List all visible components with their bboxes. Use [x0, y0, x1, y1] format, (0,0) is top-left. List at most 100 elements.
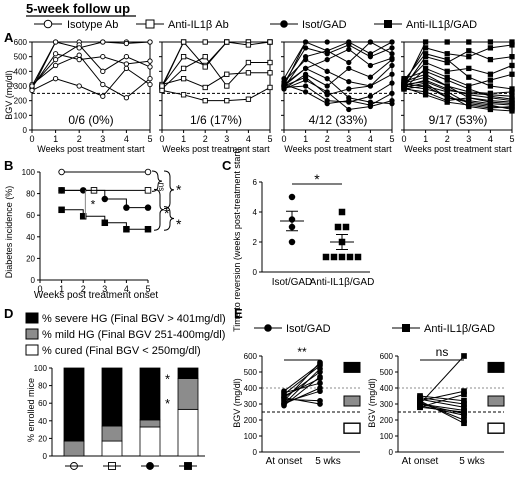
y-tick-label: 300	[14, 82, 28, 91]
x-tick-label: 1	[303, 134, 308, 144]
data-point	[76, 45, 82, 51]
data-point	[144, 204, 152, 211]
data-point	[123, 40, 130, 47]
y-tick-label: 500	[380, 368, 394, 377]
y-tick-label: 0	[253, 448, 258, 457]
data-point	[487, 92, 494, 98]
data-point	[346, 46, 352, 52]
series-line	[419, 405, 465, 416]
annotation: 4/12 (33%)	[309, 113, 368, 127]
x-tick-label: 3	[224, 134, 229, 144]
data-point	[76, 56, 82, 63]
series-line	[31, 67, 151, 97]
svg-text:Anti-IL1β/GAD: Anti-IL1β/GAD	[406, 19, 477, 31]
data-point	[487, 77, 494, 83]
data-point	[29, 87, 35, 94]
chart-a2-anti-il1b: 0 1 2 3 4 5 1/6 (17%) Weeks post treatment star…	[159, 39, 273, 154]
series-line	[161, 56, 270, 90]
series-line	[283, 365, 321, 395]
series-line	[283, 382, 321, 394]
sig-star-3: *	[176, 216, 182, 232]
data-point	[159, 83, 165, 89]
data-point	[509, 93, 515, 99]
data-point	[367, 99, 374, 105]
y-tick-label: 500	[244, 368, 258, 377]
sig-label: **	[297, 345, 307, 359]
data-point	[123, 54, 130, 60]
brace-ns	[151, 170, 163, 192]
data-point	[422, 83, 429, 89]
sig-star-severe: *	[165, 372, 170, 387]
bar-segment-mild	[63, 440, 85, 457]
data-point	[389, 51, 395, 57]
series-line	[419, 355, 465, 405]
data-point	[281, 389, 287, 396]
y-tick-label: 4	[253, 208, 258, 217]
series-line	[403, 85, 513, 110]
panel-label-a: A	[4, 30, 14, 45]
x-tick-label: 2	[203, 134, 208, 144]
category-label: 5 wks	[315, 456, 341, 467]
data-point	[342, 223, 350, 231]
svg-text:Anti-IL1β Ab: Anti-IL1β Ab	[168, 19, 229, 31]
bar-segment-severe	[139, 367, 161, 421]
chart-b-incidence: 0 1 2 3 4 5 0 20 40 60 80 100 * ns * * *	[22, 168, 182, 294]
bar-segment-severe	[63, 367, 85, 442]
data-point	[346, 59, 352, 66]
data-point	[317, 380, 323, 387]
data-point	[367, 62, 374, 69]
data-point	[346, 86, 352, 92]
data-point	[147, 58, 153, 64]
series-line	[419, 390, 465, 402]
x-tick-label: 2	[325, 134, 330, 144]
data-point	[417, 404, 423, 411]
data-point	[180, 76, 187, 82]
svg-text:Isotype Ab: Isotype Ab	[67, 19, 118, 31]
x-tick-label: 5	[147, 134, 152, 144]
panel-label-e: E	[234, 306, 243, 321]
gap-star: *	[91, 197, 96, 211]
data-point	[444, 68, 450, 74]
bar-segment-cured	[101, 440, 123, 457]
data-point	[346, 253, 354, 261]
data-point	[509, 99, 515, 105]
data-point	[509, 54, 515, 60]
series-line	[283, 58, 393, 87]
data-point	[444, 99, 450, 105]
bar-segment-mild	[177, 378, 199, 410]
key-mild	[487, 395, 505, 407]
y-tick-label: 20	[38, 434, 47, 443]
figure-title: 5-week follow up	[26, 1, 130, 16]
data-point	[509, 106, 515, 113]
brace-2	[153, 188, 165, 231]
series-line	[403, 86, 513, 109]
data-point	[417, 393, 423, 399]
x-axis-label: Weeks post treatment start	[37, 144, 145, 154]
data-point	[346, 39, 352, 45]
x-tick-label: 4	[246, 134, 251, 144]
data-point	[466, 99, 472, 105]
data-point	[100, 93, 106, 99]
chart-d-outcome: 0 20 40 60 80 100 * *	[34, 364, 205, 470]
data-point	[281, 401, 287, 407]
data-point	[324, 48, 330, 54]
legend-a-anti-il1b-gad: Anti-IL1β/GAD	[374, 19, 477, 31]
data-point	[123, 204, 130, 211]
x-tick-label: 5	[509, 134, 514, 144]
y-tick-label: 20	[26, 254, 35, 263]
data-point	[79, 187, 87, 194]
series-line	[31, 41, 151, 87]
x-tick-label: 5	[267, 134, 272, 144]
series-line	[419, 406, 465, 413]
y-tick-label: 400	[14, 67, 28, 76]
data-point	[52, 56, 59, 63]
x-tick-label: 1	[59, 284, 64, 294]
data-point	[444, 95, 450, 101]
a-ylabel: BGV (mg/dl)	[4, 70, 14, 120]
series-line	[283, 67, 393, 105]
data-point	[147, 64, 153, 70]
data-point	[100, 68, 106, 74]
series-line	[283, 79, 393, 110]
data-point	[202, 84, 208, 91]
data-point	[324, 83, 330, 89]
